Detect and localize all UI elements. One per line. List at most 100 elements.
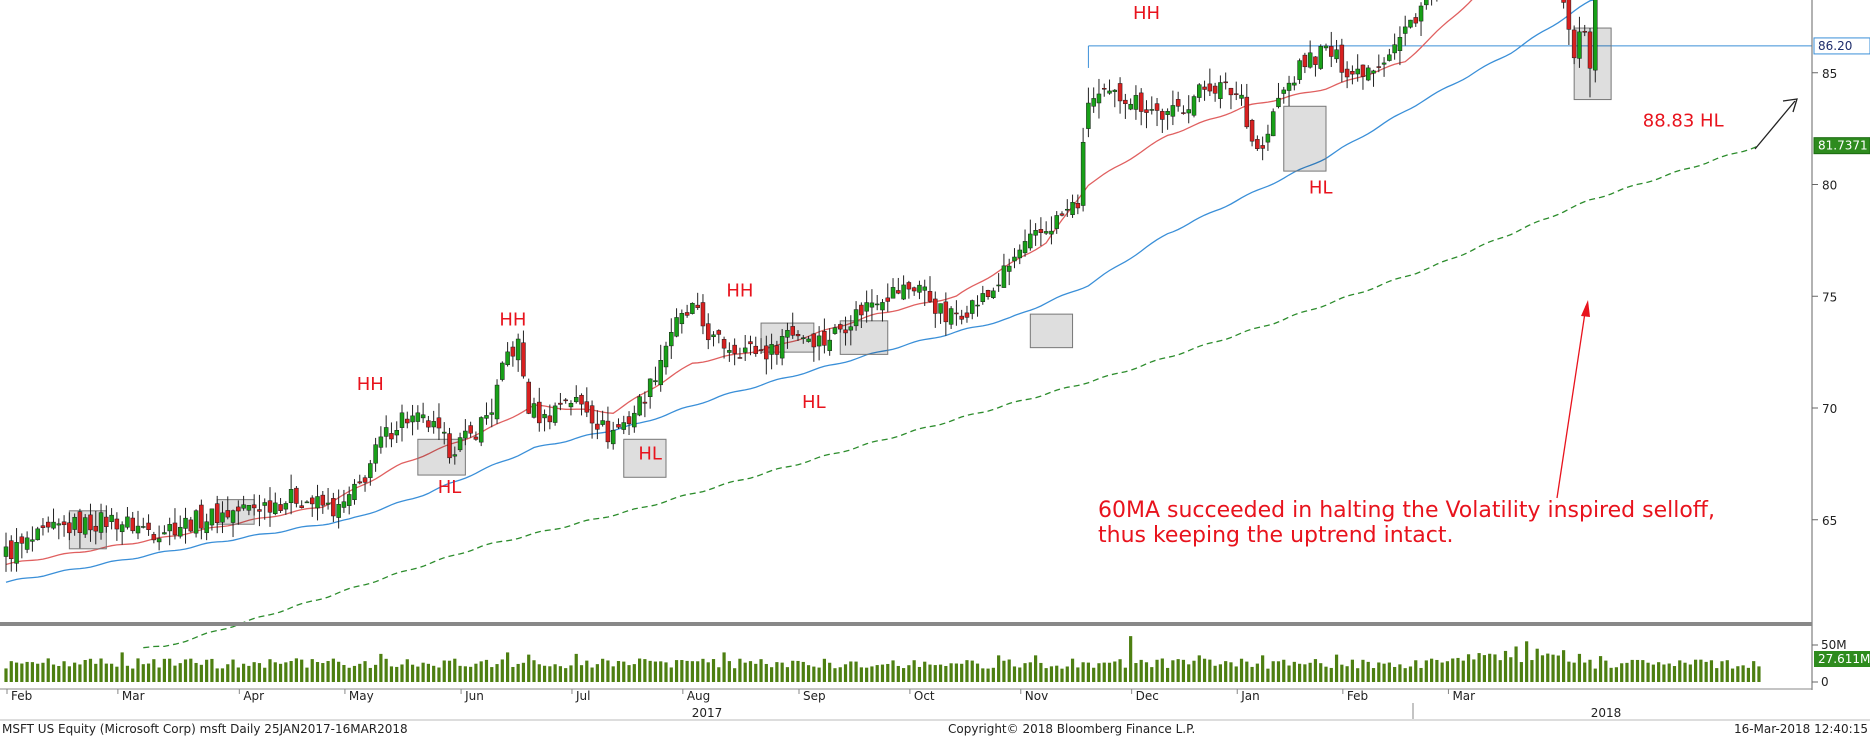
price-tick-label: 70 <box>1822 402 1837 416</box>
volume-bar <box>611 666 615 682</box>
volume-bar <box>1377 662 1381 682</box>
volume-bar <box>928 664 932 682</box>
candle-up <box>119 524 125 533</box>
volume-bar <box>115 666 119 682</box>
volume-bar <box>437 667 441 682</box>
candle-up <box>304 501 310 504</box>
month-label: Sep <box>803 689 826 703</box>
volume-tick-label-50m: 50M <box>1821 638 1847 652</box>
volume-bar <box>484 659 489 682</box>
candle-down <box>1413 17 1419 24</box>
volume-bar <box>1662 664 1666 682</box>
candle-up <box>156 538 162 543</box>
candle-up <box>1006 265 1012 272</box>
volume-bar <box>51 664 56 682</box>
volume-bar <box>933 665 937 682</box>
annotation-label: HH <box>1133 3 1160 24</box>
volume-bar <box>183 659 188 682</box>
volume-bar <box>1488 653 1492 682</box>
volume-bar <box>1720 661 1724 682</box>
candle-down <box>1038 229 1044 233</box>
volume-bar <box>173 665 177 682</box>
volume-bar <box>1482 655 1486 682</box>
candle-down <box>705 323 711 341</box>
candle-down <box>172 522 178 536</box>
volume-bar <box>870 666 874 682</box>
volume-bar <box>627 665 631 682</box>
candle-up <box>1170 105 1176 117</box>
uptrend-arrow-line <box>1754 100 1796 150</box>
volume-bar <box>252 662 256 682</box>
candle-up <box>1402 26 1408 34</box>
volume-bar <box>210 658 214 682</box>
volume-bar <box>1430 658 1434 682</box>
volume-bar <box>1730 668 1735 682</box>
candle-up <box>315 496 320 509</box>
candle-up <box>72 516 77 530</box>
volume-bar <box>1276 661 1281 682</box>
volume-bar <box>638 658 642 682</box>
volume-bar <box>41 662 45 682</box>
month-label: Feb <box>11 689 32 703</box>
volume-bar <box>1609 667 1613 682</box>
candle-down <box>468 425 473 434</box>
candle-up <box>1165 111 1170 115</box>
volume-bar <box>1583 662 1587 682</box>
candle-down <box>114 518 120 530</box>
volume-bar <box>585 660 589 682</box>
volume-bar <box>801 661 805 682</box>
volume-bar <box>944 665 948 682</box>
candle-up <box>1265 133 1271 143</box>
volume-bar <box>490 667 494 682</box>
volume-bar <box>1366 661 1370 682</box>
volume-bar <box>1250 666 1254 682</box>
volume-bar <box>57 665 61 682</box>
volume-bar <box>775 662 779 682</box>
footer-timestamp: 16-Mar-2018 12:40:15 <box>1734 722 1868 736</box>
volume-bar <box>268 659 272 682</box>
candle-down <box>595 423 600 430</box>
volume-bar <box>1641 660 1645 682</box>
candle-down <box>748 341 753 345</box>
candle-down <box>843 329 848 334</box>
month-label: Dec <box>1136 689 1159 703</box>
candle-up <box>1286 82 1292 91</box>
volume-bar <box>648 660 652 682</box>
volume-bar <box>537 664 541 682</box>
candle-up <box>1281 89 1287 94</box>
volume-bar <box>46 658 50 682</box>
candle-down <box>199 504 204 529</box>
volume-bar <box>1598 656 1603 682</box>
volume-bar <box>73 662 77 682</box>
candle-down <box>837 324 843 330</box>
candle-down <box>1233 93 1239 95</box>
candle-up <box>241 504 246 509</box>
note-line-2: thus keeping the uptrend intact. <box>1098 523 1453 548</box>
candle-down <box>721 339 727 349</box>
candle-up <box>1133 95 1139 110</box>
volume-bar <box>949 663 953 682</box>
volume-bar <box>1129 636 1133 682</box>
volume-bar <box>1176 659 1180 682</box>
volume-bar <box>527 654 531 682</box>
volume-bar <box>1028 662 1032 682</box>
volume-bar <box>326 661 330 682</box>
candle-down <box>985 289 991 297</box>
volume-bar <box>83 659 87 682</box>
candle-down <box>61 521 67 526</box>
note-line-1: 60MA succeeded in halting the Volatility… <box>1098 498 1715 523</box>
candle-down <box>357 481 363 484</box>
candle-up <box>1091 98 1096 107</box>
volume-bar <box>838 667 842 682</box>
volume-bar <box>748 661 753 682</box>
candle-down <box>1202 86 1207 90</box>
volume-bar <box>463 666 467 682</box>
month-label: Mar <box>1452 689 1475 703</box>
candle-down <box>104 516 109 527</box>
candle-up <box>484 415 489 419</box>
volume-bar <box>1102 662 1106 682</box>
volume-bar <box>632 664 636 682</box>
volume-bar <box>1224 661 1228 682</box>
volume-bar <box>1350 659 1354 682</box>
volume-bar <box>1493 654 1497 682</box>
